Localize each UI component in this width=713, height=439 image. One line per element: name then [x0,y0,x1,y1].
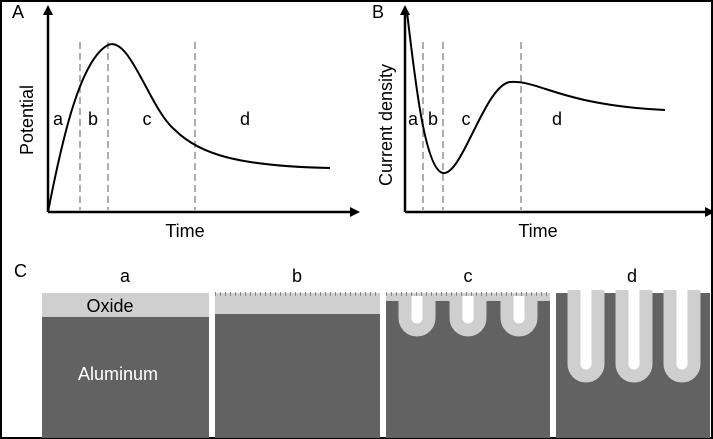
stage-label: b [292,266,302,286]
pore [615,290,653,383]
stage-label: d [627,266,637,286]
panel-c: C a b c d Oxide Aluminum [14,261,710,438]
aluminum-substrate [42,317,209,438]
stage-label: d [240,109,250,129]
layer-label: Oxide [86,296,133,316]
panel-a: A Potential Time a b c d [12,2,360,241]
panel-label: A [12,2,24,22]
panel-label: C [14,261,27,281]
x-axis-label: Time [518,221,557,241]
stage-label: a [53,109,64,129]
x-axis-label: Time [165,221,204,241]
pore [500,296,538,337]
panel-label: B [372,2,384,22]
panel-b: B Current density Time a b c d [372,2,713,241]
potential-curve [47,43,331,213]
y-axis-label: Current density [376,64,396,186]
aluminum-substrate [215,314,380,438]
y-axis-label: Potential [17,85,37,155]
stage-label: c [143,109,152,129]
stage-label: a [408,109,419,129]
pore [449,296,487,337]
oxide-layer [42,293,209,317]
current-curve [406,11,666,174]
stage-label: b [88,109,98,129]
pore [398,296,436,337]
pore [663,290,701,383]
stage-label: c [464,266,473,286]
stage-label: a [120,266,131,286]
stage-label: c [462,109,471,129]
stage-label: d [552,109,562,129]
pore [567,290,605,383]
layer-label: Aluminum [78,364,158,384]
stage-label: b [428,109,438,129]
oxide-layer [215,293,380,314]
